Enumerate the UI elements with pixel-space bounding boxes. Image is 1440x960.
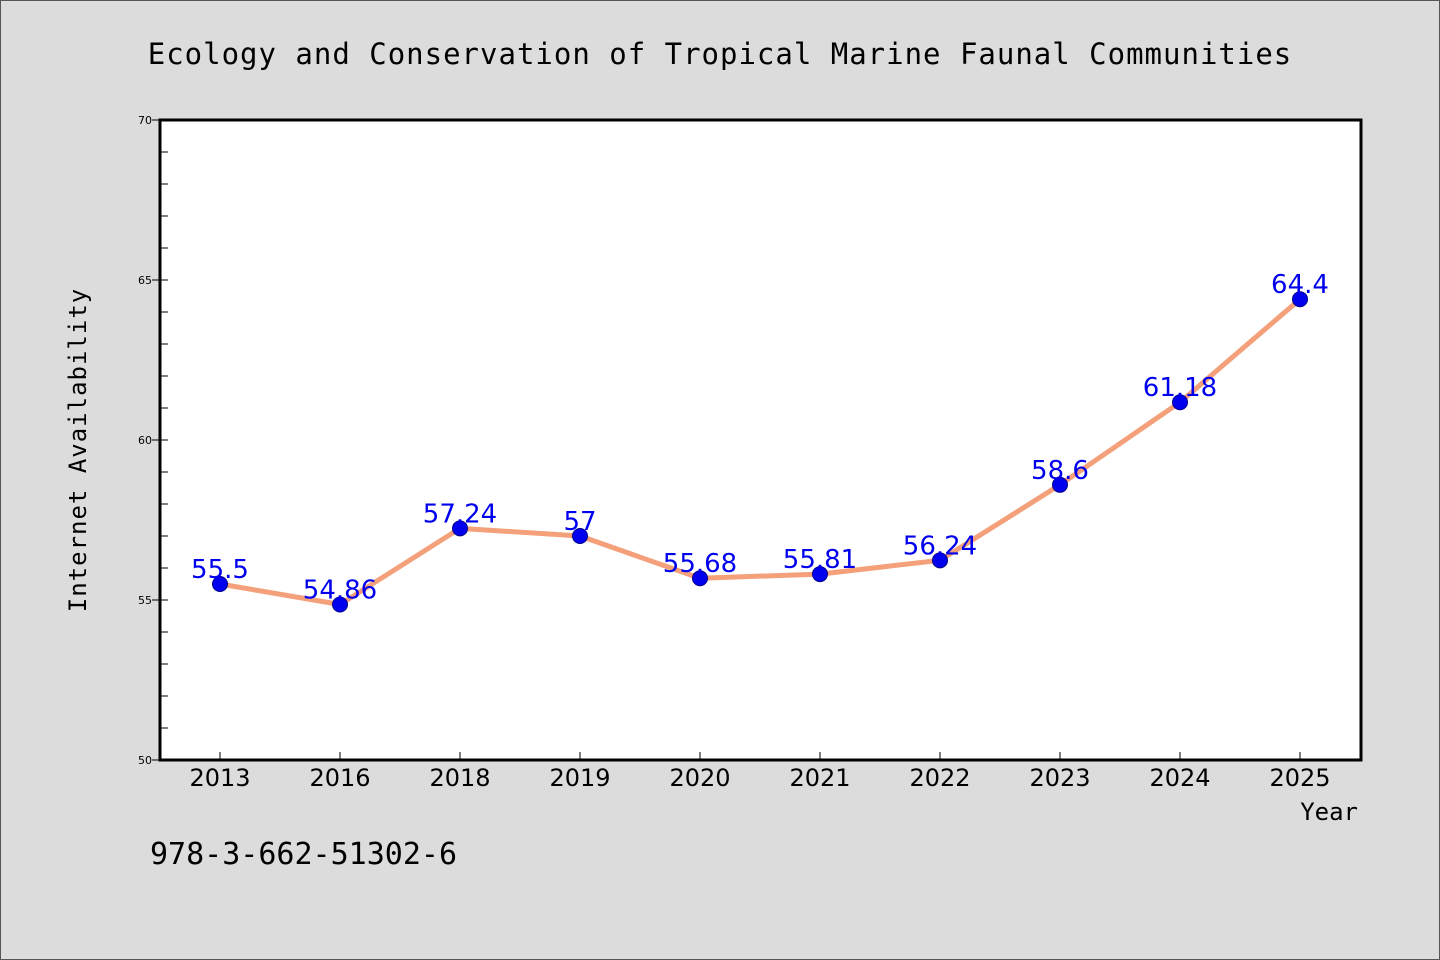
x-tick-label: 2018 (429, 764, 490, 792)
x-tick-label: 2025 (1269, 764, 1330, 792)
x-axis-label: Year (1300, 798, 1358, 826)
y-axis-ticks: 50 55 60 65 70 (138, 114, 168, 767)
data-label: 54.86 (303, 575, 377, 605)
data-label: 57.24 (423, 499, 497, 529)
x-axis-ticks: 2013 2016 2018 2019 2020 2021 2022 2023 2024 2025 (189, 752, 1331, 792)
y-axis-label: Internet Availability (64, 288, 92, 612)
y-tick-label: 50 (138, 754, 152, 767)
data-point (932, 552, 948, 569)
series-layer: 55.5 54.86 57.24 57 55.68 55.81 56.24 58.6 61.18… (191, 270, 1329, 613)
x-tick-label: 2023 (1029, 764, 1090, 792)
data-point (1172, 394, 1188, 411)
data-label: 64.4 (1271, 270, 1329, 300)
data-point (332, 596, 348, 613)
chart-title: Ecology and Conservation of Tropical Mar… (148, 37, 1293, 71)
data-label: 55.81 (783, 545, 857, 575)
x-tick-label: 2022 (909, 764, 970, 792)
data-point (1052, 476, 1068, 493)
data-point (1292, 291, 1308, 308)
plot-area (158, 118, 1363, 762)
data-point (212, 576, 228, 592)
y-tick-label: 65 (138, 274, 152, 287)
x-tick-label: 2016 (309, 764, 370, 792)
data-label: 58.6 (1031, 456, 1089, 486)
data-point (452, 520, 468, 537)
data-label: 55.68 (663, 549, 737, 579)
y-tick-label: 60 (138, 434, 152, 447)
x-tick-label: 2021 (789, 764, 850, 792)
data-label: 61.18 (1143, 373, 1217, 403)
x-tick-label: 2024 (1149, 764, 1210, 792)
x-tick-label: 2013 (189, 764, 250, 792)
x-tick-label: 2020 (669, 764, 730, 792)
isbn-caption: 978-3-662-51302-6 (150, 837, 457, 872)
data-label: 55.5 (191, 555, 249, 585)
data-point (812, 566, 828, 583)
data-label: 57 (563, 507, 596, 537)
x-tick-label: 2019 (549, 764, 610, 792)
data-point (572, 528, 588, 544)
y-tick-label: 70 (138, 114, 152, 127)
data-label: 56.24 (903, 531, 977, 561)
y-tick-label: 55 (138, 594, 152, 607)
data-point (692, 570, 708, 587)
series-line (217, 296, 1303, 607)
